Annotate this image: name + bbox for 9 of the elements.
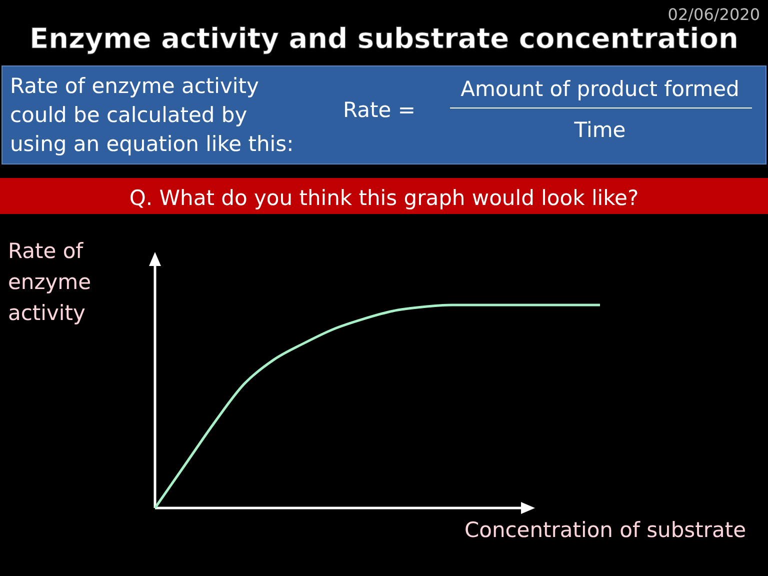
text: Time <box>573 118 626 142</box>
chart-title: Enzyme activity and substrate concentration <box>30 22 738 55</box>
text: Q. What do you think this graph would look like? <box>129 186 639 210</box>
text: Amount of product formed <box>460 77 740 101</box>
text: Rate of enzyme activity could be calculated by using an equation like this: <box>10 74 294 156</box>
text: 02/06/2020 <box>668 5 760 24</box>
text: Rate = <box>343 98 416 122</box>
x-axis-title: Concentration of substrate <box>464 518 746 542</box>
y-axis-title: Rate of enzyme activity <box>8 239 92 325</box>
